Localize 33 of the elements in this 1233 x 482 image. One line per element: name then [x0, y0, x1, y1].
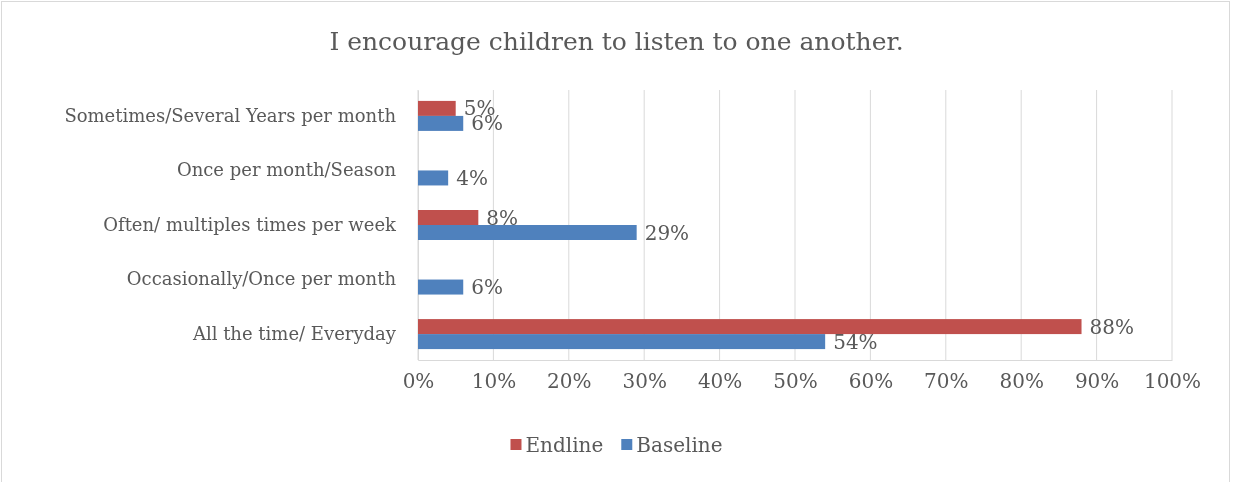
chart-title: I encourage children to listen to one another.	[329, 27, 904, 56]
x-tick-label: 50%	[773, 369, 818, 394]
x-tick-label: 30%	[622, 369, 667, 394]
x-tick-label: 90%	[1074, 369, 1120, 394]
data-label: 88%	[1089, 314, 1134, 339]
x-tick-label: 100%	[1143, 369, 1202, 394]
data-label: 6%	[471, 275, 503, 300]
x-tick-label: 70%	[924, 369, 969, 394]
x-tick-label: 60%	[848, 369, 894, 394]
bar	[418, 279, 464, 295]
data-label: 8%	[486, 205, 519, 230]
bar	[418, 170, 449, 186]
data-label: 54%	[833, 329, 878, 354]
x-tick-label: 10%	[471, 369, 517, 394]
bar	[418, 319, 1082, 335]
legend-label: Baseline	[636, 433, 723, 457]
bar	[418, 225, 637, 240]
bar	[418, 100, 456, 116]
data-label: 29%	[644, 220, 690, 245]
bar	[418, 334, 826, 350]
x-tick-label: 80%	[999, 369, 1044, 394]
data-label: 4%	[456, 165, 488, 190]
x-tick-label: 20%	[547, 369, 592, 394]
x-tick-label: 0%	[402, 369, 435, 394]
x-tick-label: 40%	[697, 369, 743, 394]
y-tick-label: Often/ multiples times per week	[103, 213, 398, 235]
legend-label: Endline	[525, 433, 604, 457]
y-tick-label: Sometimes/Several Years per month	[64, 104, 397, 126]
y-tick-label: Once per month/Season	[176, 159, 397, 181]
bar	[418, 210, 479, 225]
y-tick-label: All the time/ Everyday	[191, 322, 397, 344]
y-tick-label: Occasionally/Once per month	[126, 268, 397, 290]
bar	[418, 115, 464, 131]
